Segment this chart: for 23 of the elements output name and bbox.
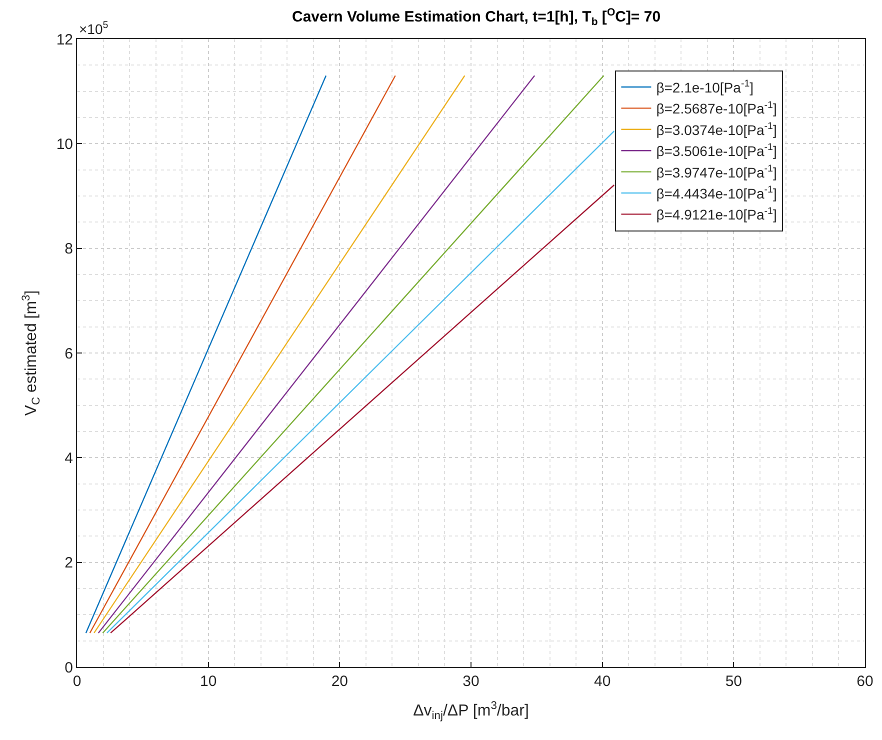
y-tick-label: 12: [56, 31, 73, 48]
legend-label: β=3.5061e-10[Pa$^{-1}$]: [656, 142, 777, 160]
legend-label: β=4.4434e-10[Pa$^{-1}$]: [656, 184, 777, 202]
legend-label: β=2.5687e-10[Pa$^{-1}$]: [656, 100, 777, 117]
y-tick-label: 10: [56, 136, 73, 153]
x-axis-title: Δv$_{inj}$/ΔP [m$^{3}$/bar]: [413, 700, 529, 722]
text: ×10$^{5}$: [79, 20, 109, 37]
legend-label: β=3.9747e-10[Pa$^{-1}$]: [656, 163, 777, 180]
y-tick-label: 8: [64, 240, 73, 258]
legend-label: β=3.0374e-10[Pa$^{-1}$]: [656, 120, 777, 138]
chart-title: Cavern Volume Estimation Chart, t=1[h], T$_{b}$ [$^{O}$C]= 70: [292, 6, 661, 28]
x-tick-label: 60: [856, 673, 874, 690]
y-tick-label: 2: [64, 554, 73, 572]
x-tick-label: 50: [725, 673, 742, 690]
x-tick-label: 20: [331, 673, 348, 690]
x-tick-label: 10: [200, 673, 217, 690]
legend-label: β=4.9121e-10[Pa$^{-1}$]: [656, 206, 777, 223]
y-tick-label: 6: [64, 345, 73, 362]
x-tick-label: 40: [594, 673, 611, 690]
legend-label: β=2.1e-10[Pa$^{-1}$]: [656, 78, 754, 96]
y-tick-label: 0: [64, 659, 73, 676]
x-tick-label: 30: [462, 673, 480, 690]
y-tick-label: 4: [64, 450, 73, 467]
